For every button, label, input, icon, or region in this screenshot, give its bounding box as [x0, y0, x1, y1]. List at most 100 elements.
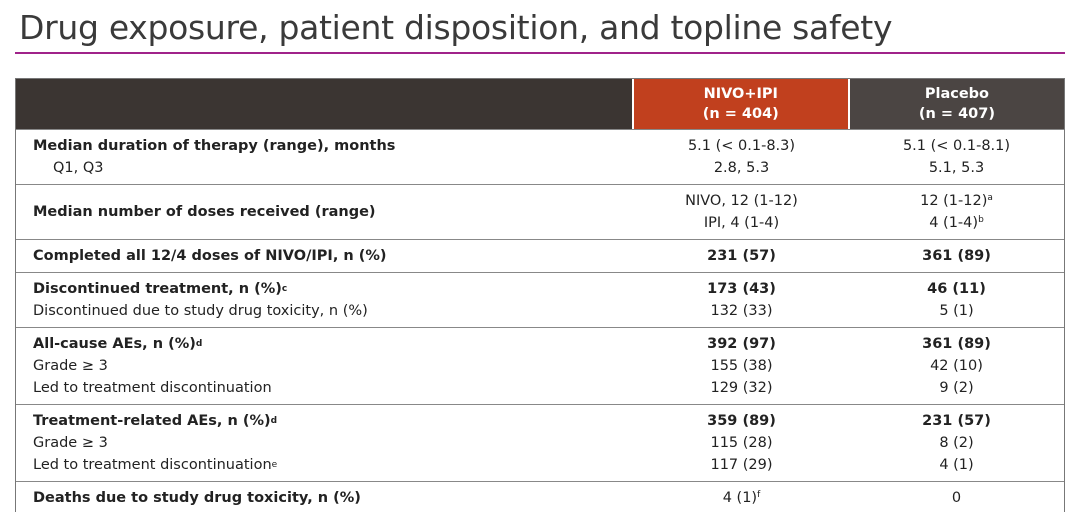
table-row: Q1, Q3 2.8, 5.3 5.1, 5.3: [16, 157, 1064, 179]
table-cell: 392 (97): [634, 333, 849, 355]
row-label: All-cause AEs, n (%) d: [16, 333, 634, 355]
row-group: Treatment-related AEs, n (%) d 359 (89) 231…: [16, 404, 1064, 481]
column-header: NIVO+IPI (n = 404): [631, 79, 848, 129]
table-row: Completed all 12/4 doses of NIVO/IPI, n …: [16, 245, 1064, 267]
row-label: Treatment-related AEs, n (%) d: [16, 410, 634, 432]
label-text: Led to treatment discontinuation: [33, 457, 272, 473]
table-row: Grade ≥ 3 155 (38) 42 (10): [16, 355, 1064, 377]
table-cell: 12 (1-12)a 4 (1-4)b: [849, 190, 1064, 234]
table-row: Median duration of therapy (range), mont…: [16, 135, 1064, 157]
cell-text: 12 (1-12): [920, 193, 988, 209]
cell-line: 115 (28): [634, 432, 849, 454]
cell-text: 46 (11): [927, 281, 986, 297]
cell-line: 46 (11): [849, 278, 1064, 300]
table-row: Discontinued treatment, n (%) c 173 (43) 46…: [16, 278, 1064, 300]
table-cell: 231 (57): [634, 245, 849, 267]
footnote-mark: a: [987, 193, 993, 203]
table-cell: 5.1 (< 0.1-8.1): [849, 135, 1064, 157]
label-text: Q1, Q3: [53, 160, 104, 176]
row-label: Median duration of therapy (range), mont…: [16, 135, 634, 157]
table-cell: 4 (1)f: [634, 487, 849, 509]
cell-text: 5.1 (< 0.1-8.3): [687, 138, 796, 154]
label-text: Median duration of therapy (range), mont…: [33, 138, 396, 154]
cell-line: NIVO, 12 (1-12): [634, 190, 849, 212]
label-text: Discontinued due to study drug toxicity,…: [33, 303, 368, 319]
cell-text: 231 (57): [707, 248, 776, 264]
label-text: Completed all 12/4 doses of NIVO/IPI, n …: [33, 248, 387, 264]
table-cell: 115 (28): [634, 432, 849, 454]
title-rule: [15, 52, 1065, 54]
table-row: Treatment-related AEs, n (%) d 359 (89) 231…: [16, 410, 1064, 432]
label-text: Led to treatment discontinuation: [33, 380, 272, 396]
table-row: All-cause AEs, n (%) d 392 (97) 361 (89): [16, 333, 1064, 355]
table-row: Discontinued due to study drug toxicity,…: [16, 300, 1064, 322]
row-label: Led to treatment discontinuation e: [16, 454, 634, 476]
header-spacer: [16, 79, 632, 129]
row-label: Discontinued treatment, n (%) c: [16, 278, 634, 300]
row-label: Q1, Q3: [16, 157, 634, 179]
cell-line: 9 (2): [849, 377, 1064, 399]
row-group: Completed all 12/4 doses of NIVO/IPI, n …: [16, 239, 1064, 272]
label-text: Median number of doses received (range): [33, 204, 376, 220]
cell-text: 4 (1): [939, 457, 974, 473]
cell-text: IPI, 4 (1-4): [703, 215, 780, 231]
table-row: Led to treatment discontinuation e 117 (29…: [16, 454, 1064, 476]
cell-line: 2.8, 5.3: [634, 157, 849, 179]
table-cell: 42 (10): [849, 355, 1064, 377]
table-cell: 173 (43): [634, 278, 849, 300]
cell-text: 0: [951, 490, 962, 506]
label-text: Grade ≥ 3: [33, 435, 108, 451]
cell-text: 392 (97): [707, 336, 776, 352]
label-text: All-cause AEs, n (%): [33, 336, 196, 352]
cell-text: 4 (1-4): [929, 215, 979, 231]
cell-line: 5.1 (< 0.1-8.1): [849, 135, 1064, 157]
column-name: NIVO+IPI: [703, 86, 778, 102]
row-label: Completed all 12/4 doses of NIVO/IPI, n …: [16, 245, 634, 267]
cell-text: 4 (1): [722, 490, 758, 506]
table-header: NIVO+IPI (n = 404) Placebo (n = 407): [16, 79, 1065, 129]
cell-text: 5 (1): [939, 303, 974, 319]
table-cell: 129 (32): [634, 377, 849, 399]
cell-text: 361 (89): [922, 336, 991, 352]
cell-line: 0: [849, 487, 1064, 509]
table: NIVO+IPI (n = 404) Placebo (n = 407) Median …: [15, 78, 1065, 512]
table-cell: 132 (33): [634, 300, 849, 322]
slide-title: Drug exposure, patient disposition, and …: [19, 8, 893, 47]
table-cell: 46 (11): [849, 278, 1064, 300]
label-text: Treatment-related AEs, n (%): [33, 413, 271, 429]
cell-text: 5.1 (< 0.1-8.1): [902, 138, 1011, 154]
cell-line: 132 (33): [634, 300, 849, 322]
table-cell: 361 (89): [849, 245, 1064, 267]
table-cell: 361 (89): [849, 333, 1064, 355]
column-name: Placebo: [924, 86, 989, 102]
cell-text: 129 (32): [710, 380, 773, 396]
cell-line: 5 (1): [849, 300, 1064, 322]
table-cell: 4 (1): [849, 454, 1064, 476]
row-label: Discontinued due to study drug toxicity,…: [16, 300, 634, 322]
cell-line: 359 (89): [634, 410, 849, 432]
cell-line: 361 (89): [849, 245, 1064, 267]
table-cell: 8 (2): [849, 432, 1064, 454]
cell-line: 5.1 (< 0.1-8.3): [634, 135, 849, 157]
cell-text: 132 (33): [710, 303, 773, 319]
row-label: Led to treatment discontinuation: [16, 377, 634, 399]
table-cell: 117 (29): [634, 454, 849, 476]
cell-line: 392 (97): [634, 333, 849, 355]
cell-text: 117 (29): [710, 457, 773, 473]
column-header: Placebo (n = 407): [847, 79, 1065, 129]
table-cell: 155 (38): [634, 355, 849, 377]
row-label: Grade ≥ 3: [16, 432, 634, 454]
cell-line: 155 (38): [634, 355, 849, 377]
cell-line: 4 (1): [849, 454, 1064, 476]
footnote-mark: b: [978, 215, 984, 225]
row-label: Deaths due to study drug toxicity, n (%): [16, 487, 634, 509]
cell-text: 115 (28): [710, 435, 773, 451]
label-text: Discontinued treatment, n (%): [33, 281, 282, 297]
table-row: Median number of doses received (range) N…: [16, 190, 1064, 234]
cell-line: 231 (57): [849, 410, 1064, 432]
cell-line: 173 (43): [634, 278, 849, 300]
cell-text: 2.8, 5.3: [713, 160, 770, 176]
cell-line: 361 (89): [849, 333, 1064, 355]
table-cell: NIVO, 12 (1-12) IPI, 4 (1-4): [634, 190, 849, 234]
table-row: Led to treatment discontinuation 129 (32)…: [16, 377, 1064, 399]
